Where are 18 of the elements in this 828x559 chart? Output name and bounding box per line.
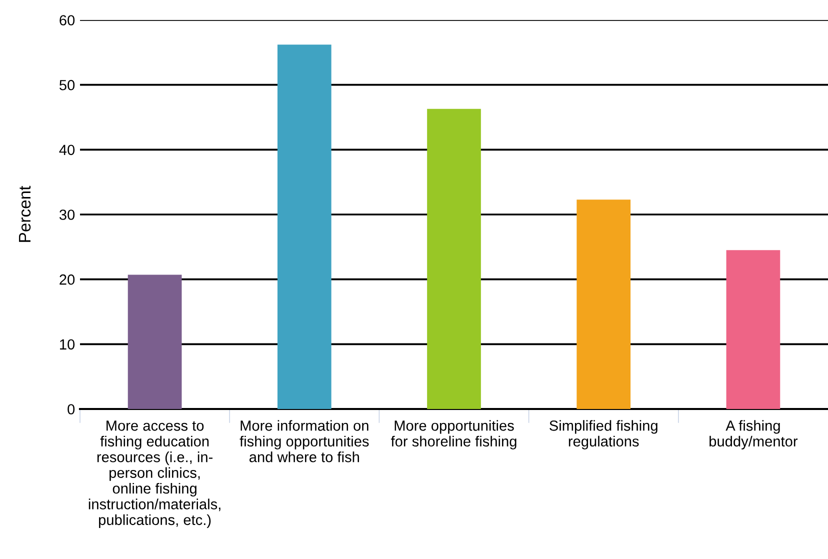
bar <box>427 108 481 409</box>
bar <box>277 44 332 409</box>
x-tick-label: A fishing buddy/mentor <box>710 420 798 450</box>
bar <box>128 274 182 409</box>
y-axis-title: Percent <box>18 186 31 242</box>
x-tick-label: Simplified fishing regulations <box>550 420 658 450</box>
x-tick-label: More opportunities for shoreline fishing <box>390 420 516 450</box>
x-tick-label: More access to fishing education resources (i.e., in- person clinics, online fishing instruction/materials, publications, etc.) <box>88 420 220 528</box>
y-tick-label: 60 <box>60 15 75 26</box>
y-tick-label: 30 <box>59 210 75 220</box>
y-tick-label: 50 <box>60 80 75 90</box>
bar <box>726 250 780 409</box>
y-tick-label: 0 <box>68 404 75 414</box>
x-tick-label: More information on fishing opportunities and where to fish <box>240 420 369 462</box>
y-tick-label: 10 <box>60 339 75 350</box>
y-tick-label: 40 <box>59 144 75 156</box>
bar <box>576 200 631 409</box>
y-tick-label: 20 <box>60 274 75 285</box>
